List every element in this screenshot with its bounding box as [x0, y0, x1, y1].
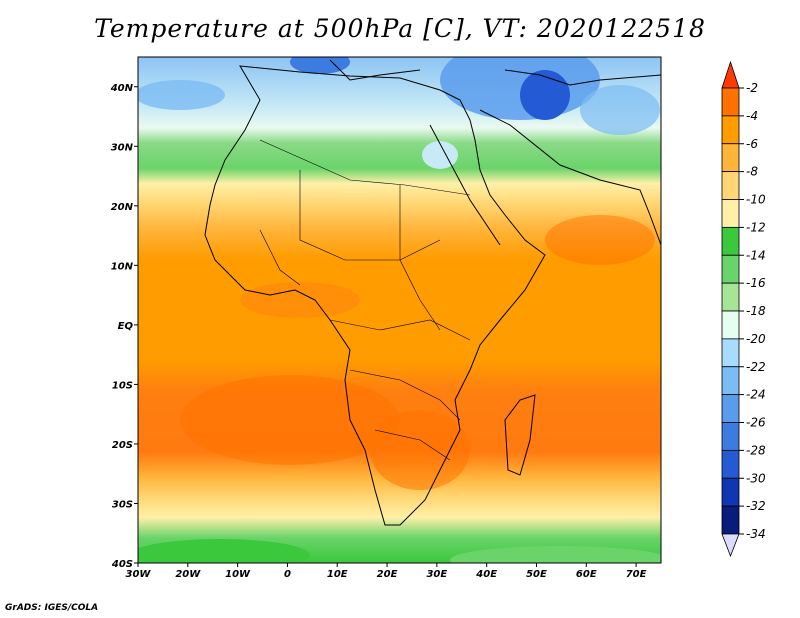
colorbar-segment [721, 505, 740, 535]
y-tick-label: 10S [112, 380, 133, 391]
colorbar-segment [721, 394, 740, 423]
colorbar-segment [721, 115, 740, 145]
colorbar-label: -34 [746, 527, 766, 541]
colorbar-segment [721, 143, 740, 173]
colorbar-segment [721, 87, 740, 117]
x-tick-label: 40E [475, 569, 497, 580]
colorbar-label: -8 [746, 165, 758, 179]
x-tick-label: 20E [377, 569, 398, 580]
y-tick-label: 40S [111, 559, 133, 570]
colorbar-segment [721, 310, 740, 340]
colorbar-segment [721, 254, 740, 284]
colorbar-label: -30 [746, 471, 766, 485]
colorbar-label: -24 [746, 388, 766, 402]
colorbar-label: -14 [746, 248, 766, 262]
colorbar-segment [721, 226, 740, 256]
colorbar-label: -18 [746, 304, 766, 318]
colorbar-label: -16 [746, 276, 766, 290]
y-tick-label: 10N [111, 261, 134, 272]
grads-credit: GrADS: IGES/COLA [5, 603, 99, 613]
colorbar-segment [721, 171, 740, 200]
y-tick-label: 30S [112, 499, 133, 510]
colorbar-segment [721, 449, 740, 479]
plot-frame [137, 56, 662, 564]
country-borders [259, 139, 471, 461]
y-tick-label: 20S [112, 440, 133, 451]
x-tick-label: 30W [126, 569, 152, 580]
x-tick-label: 20W [175, 569, 201, 580]
y-tick-label: 20N [111, 202, 134, 213]
colorbar-label: -20 [746, 332, 766, 346]
x-tick-label: 70E [626, 569, 647, 580]
colorbar-label: -4 [746, 109, 758, 123]
colorbar-segment [721, 282, 740, 312]
colorbar-label: -32 [746, 499, 766, 513]
colorbar-label: -10 [746, 193, 766, 207]
colorbar-label: -28 [746, 443, 766, 457]
colorbar-segment [721, 422, 740, 451]
colorbar-top-arrow [721, 60, 740, 89]
colorbar-bottom-arrow [721, 533, 740, 558]
colorbar-label: -6 [746, 137, 758, 151]
colorbar-segment [721, 477, 740, 507]
y-axis: 40S 30S 20S 10S EQ 10N 20N 30N 40N [110, 83, 138, 570]
x-tick-label: 10E [327, 569, 348, 580]
y-tick-label: 40N [110, 83, 134, 94]
x-tick-label: 0 [284, 569, 291, 580]
colorbar-segment [721, 338, 740, 368]
colorbar-label: -2 [746, 81, 758, 95]
temperature-field [138, 57, 661, 563]
colorbar-label: -12 [746, 220, 766, 234]
colorbar-segment [721, 366, 740, 396]
chart-title: Temperature at 500hPa [C], VT: 202012251… [94, 14, 706, 43]
colorbar-segment [721, 199, 740, 228]
colorbar: -2 -4 -6 -8 -10 -12 -14 -16 -18 -20 -22 -24 -26 -28 -3… [721, 60, 766, 558]
colorbar-label: -26 [746, 416, 766, 430]
x-axis: 30W 20W 10W 0 10E 20E 30E 40E 50E 60E 70E [126, 563, 647, 580]
x-tick-label: 10W [225, 569, 251, 580]
y-tick-label: 30N [111, 142, 134, 153]
x-tick-label: 60E [576, 569, 597, 580]
x-tick-label: 50E [526, 569, 547, 580]
y-tick-label: EQ [118, 321, 134, 332]
x-tick-label: 30E [426, 569, 447, 580]
colorbar-label: -22 [746, 360, 766, 374]
coastlines [204, 59, 662, 526]
